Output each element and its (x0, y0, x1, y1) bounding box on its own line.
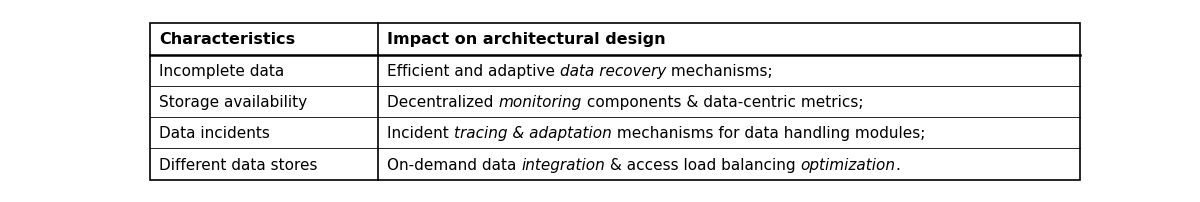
Text: Efficient and adaptive: Efficient and adaptive (388, 63, 560, 78)
Text: Characteristics: Characteristics (160, 32, 295, 47)
Text: Incomplete data: Incomplete data (160, 63, 284, 78)
Text: mechanisms for data handling modules;: mechanisms for data handling modules; (612, 126, 925, 141)
Text: tracing & adaptation: tracing & adaptation (454, 126, 612, 141)
Text: Incident: Incident (388, 126, 454, 141)
Text: monitoring: monitoring (498, 95, 582, 109)
Text: Impact on architectural design: Impact on architectural design (388, 32, 666, 47)
Text: Data incidents: Data incidents (160, 126, 270, 141)
Text: optimization: optimization (800, 157, 895, 172)
Text: components & data-centric metrics;: components & data-centric metrics; (582, 95, 863, 109)
Text: Decentralized: Decentralized (388, 95, 498, 109)
Text: integration: integration (522, 157, 605, 172)
Text: .: . (895, 157, 900, 172)
Text: Different data stores: Different data stores (160, 157, 318, 172)
Text: data recovery: data recovery (560, 63, 666, 78)
Text: & access load balancing: & access load balancing (605, 157, 800, 172)
Text: mechanisms;: mechanisms; (666, 63, 773, 78)
Text: Storage availability: Storage availability (160, 95, 307, 109)
Text: On-demand data: On-demand data (388, 157, 521, 172)
